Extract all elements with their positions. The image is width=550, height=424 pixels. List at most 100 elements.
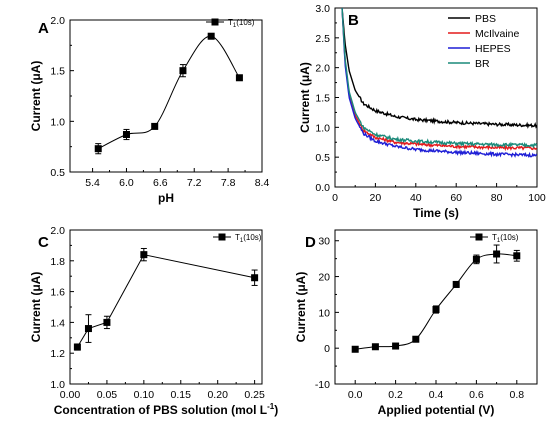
y-axis-title: Current (μA) [298,62,312,133]
legend-label-suffix: (10s) [236,18,255,27]
legend-label-main: T [228,18,233,27]
x-tick-label: 0 [332,192,338,204]
legend-label-main: T [235,233,240,242]
data-point [493,250,501,258]
legend-label: PBS [475,13,496,25]
panel-letter: D [305,234,316,251]
legend-swatch-marker [475,233,483,241]
x-axis-title-text: Time (s) [413,206,459,220]
legend-label: BR [475,58,490,70]
x-tick-label: 7.2 [187,177,202,189]
y-tick-label: 2.0 [50,225,65,237]
data-point [513,252,521,260]
x-axis-title: Applied potential (V) [378,403,495,417]
y-tick-label: 10 [318,307,330,319]
data-point [452,280,460,288]
x-tick-label: 0.6 [469,389,484,401]
data-point [207,32,215,40]
data-point [235,74,243,82]
legend-label-suffix: (10s) [500,233,519,242]
legend-swatch-marker [211,18,219,26]
chart-panel-A: 5.4 6.0 6.6 7.2 7.8 8.4 0.5 1.0 1.5 2.0 pH Current … [29,15,269,205]
y-tick-label: -10 [315,379,330,391]
y-axis-title: Current (μA) [29,61,43,132]
panel-letter: B [348,12,359,29]
y-tick-label: 20 [318,272,330,284]
legend-label: T1(10s) [492,233,519,244]
data-point [84,325,92,333]
series-line [355,253,517,350]
legend-label: T1(10s) [228,18,255,29]
panel-letter: C [38,234,49,251]
data-point [251,274,259,282]
y-axis-title: Current (μA) [294,272,308,343]
x-axis-title-superscript: -1 [267,402,275,411]
legend-label: McIlvaine [475,28,520,40]
x-tick-label: 40 [410,192,422,204]
x-tick-label: 7.8 [221,177,236,189]
y-tick-label: 3.0 [315,3,330,15]
y-tick-label: 0.0 [315,182,330,194]
data-point [371,343,379,351]
y-tick-label: 1.2 [50,348,65,360]
y-tick-label: 0.5 [50,167,65,179]
legend-label: HEPES [475,43,511,55]
x-tick-label: 0.10 [134,389,155,401]
y-tick-label: 1.0 [315,122,330,134]
data-point [73,343,81,351]
series-line-pbs [341,8,537,129]
x-tick-label: 20 [370,192,382,204]
legend-label: T1(10s) [235,233,262,244]
plot-frame [69,229,263,385]
x-axis-title-suffix: ) [274,403,278,417]
x-axis-title-text: Applied potential (V) [378,403,495,417]
y-tick-label: 1.0 [50,379,65,391]
data-point [122,131,130,139]
legend-label-sub: 1 [240,238,244,244]
x-axis-title: pH [158,191,174,205]
data-point [412,335,420,343]
x-tick-label: 0.00 [60,389,81,401]
y-tick-label: 1.4 [50,317,65,329]
x-tick-label: 5.4 [85,177,100,189]
x-tick-label: 0.25 [244,389,265,401]
x-tick-label: 0.20 [207,389,228,401]
x-tick-label: 100 [528,192,546,204]
x-tick-label: 80 [491,192,503,204]
chart-panel-C: 0.00 0.05 0.10 0.15 0.20 0.25 1.0 1.2 1.4 1.6 1.8 2… [29,225,278,417]
data-point [94,145,102,153]
x-tick-label: 0.05 [97,389,118,401]
x-tick-label: 0.15 [171,389,192,401]
y-tick-label: 2.5 [315,33,330,45]
data-point [432,306,440,314]
legend-label-main: T [492,233,497,242]
panel-letter: A [38,20,49,37]
series-line [76,254,255,348]
x-tick-label: 0.8 [509,389,524,401]
y-tick-label: 0.5 [315,152,330,164]
data-point [140,251,148,259]
y-tick-label: 1.5 [50,66,65,78]
chart-panel-B: 0 20 40 60 80 100 0.0 0.5 1.0 1.5 2.0 2.5 3.0 Time (s… [298,3,546,220]
legend-swatch-marker [218,233,226,241]
data-point [351,345,359,353]
x-tick-label: 0.2 [388,389,403,401]
y-tick-label: 0 [324,343,330,355]
y-tick-label: 30 [318,236,330,248]
x-axis-title: Time (s) [413,206,459,220]
y-tick-label: 2.0 [315,63,330,75]
series-line [98,35,240,150]
x-tick-label: 8.4 [255,177,270,189]
y-tick-label: 2.0 [50,15,65,27]
x-axis-title: Concentration of PBS solution (mol L-1) [54,402,278,417]
y-tick-label: 1.0 [50,116,65,128]
legend-label-sub: 1 [497,238,501,244]
data-point [179,67,187,75]
legend-label-sub: 1 [233,23,237,29]
y-tick-label: 1.8 [50,256,65,268]
data-point [151,122,159,130]
data-point [103,318,111,326]
series-line-hepes [341,8,537,158]
x-axis-title-text: pH [158,191,174,205]
